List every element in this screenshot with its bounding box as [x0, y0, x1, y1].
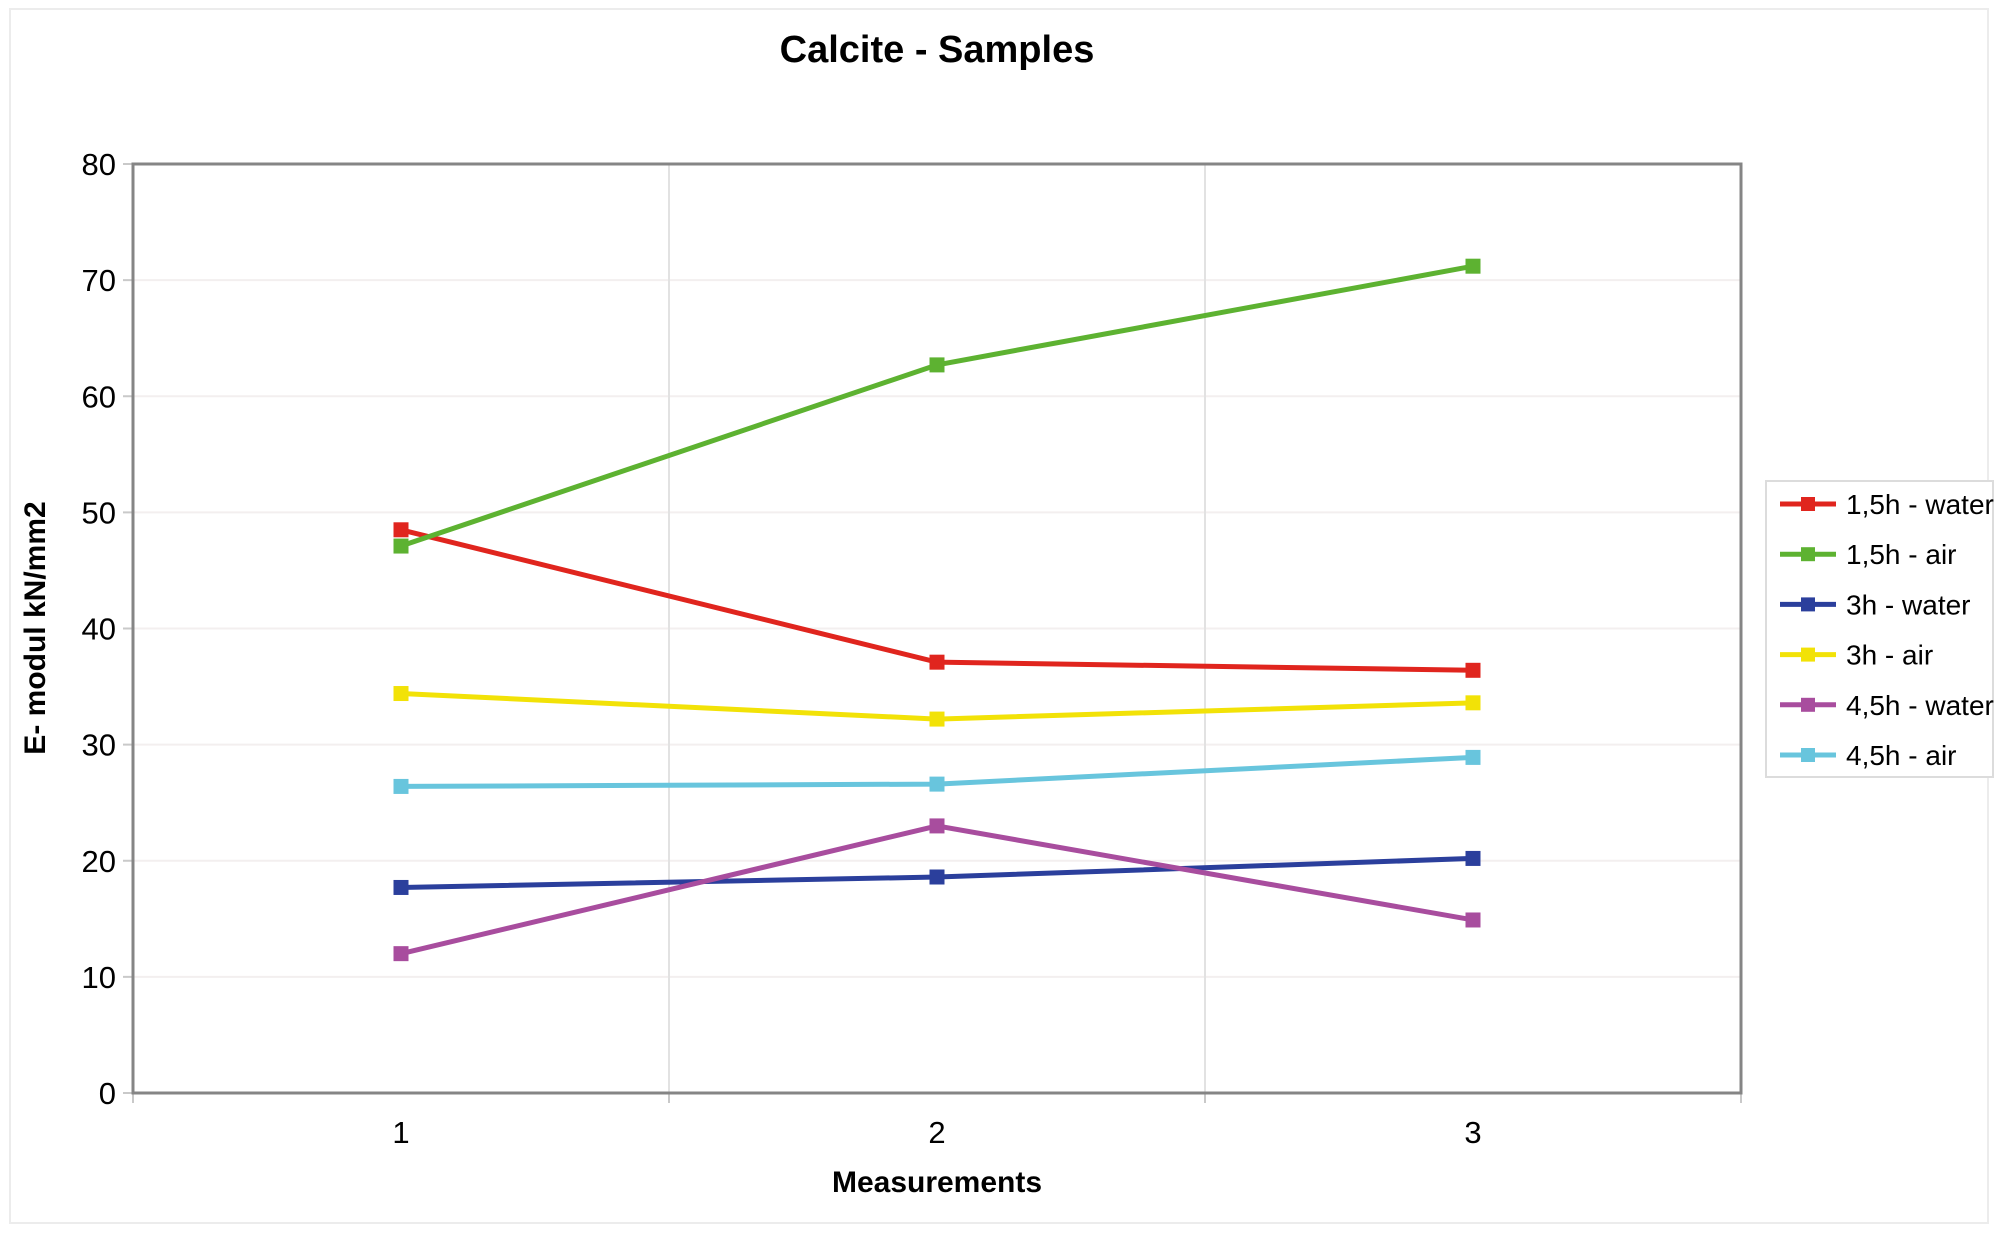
legend-label-4-5h-water: 4,5h - water — [1846, 690, 1994, 721]
series-marker-1-5h-water — [929, 654, 945, 670]
chart-title: Calcite - Samples — [780, 29, 1095, 71]
x-tick-label: 1 — [392, 1115, 409, 1150]
plot-area-border — [131, 162, 1743, 1095]
x-tick-label: 2 — [928, 1115, 945, 1150]
y-tick-label: 20 — [82, 844, 116, 879]
legend-swatch-4-5h-water — [1801, 697, 1815, 712]
series-marker-1-5h-water — [393, 522, 409, 538]
legend-swatch-3h-water — [1801, 597, 1815, 612]
y-tick-label: 50 — [82, 495, 116, 530]
y-axis-title: E- modul kN/mm2 — [19, 501, 52, 754]
series-marker-3h-water — [1465, 850, 1481, 866]
series-marker-1-5h-air — [393, 538, 409, 554]
legend-swatch-1-5h-water — [1801, 497, 1815, 511]
series-marker-3h-air — [393, 686, 409, 702]
series-marker-3h-water — [929, 869, 945, 885]
series-line-1-5h-air — [400, 263, 1474, 549]
series-line-4-5h-water — [400, 823, 1474, 957]
legend-swatch-1-5h-air — [1801, 547, 1815, 562]
x-tick-label: 3 — [1464, 1115, 1481, 1150]
legend-label-3h-air: 3h - air — [1846, 640, 1933, 671]
series-line-1-5h-water — [400, 527, 1474, 673]
legend-swatch-3h-air — [1801, 647, 1815, 662]
series-marker-3h-water — [393, 879, 409, 895]
y-tick-label: 60 — [82, 379, 116, 414]
y-tick-label: 0 — [99, 1076, 116, 1111]
series-marker-3h-air — [929, 711, 945, 727]
canvas-border — [9, 8, 1989, 1224]
series-marker-4-5h-water — [393, 946, 409, 962]
series-marker-4-5h-water — [1465, 912, 1481, 928]
series-marker-1-5h-air — [929, 357, 945, 373]
x-axis-title: Measurements — [832, 1166, 1042, 1199]
series-marker-4-5h-air — [929, 776, 945, 792]
legend-box — [1765, 480, 1994, 778]
y-tick-label: 40 — [82, 612, 116, 647]
legend-swatch-4-5h-air — [1801, 748, 1815, 762]
series-marker-3h-air — [1465, 695, 1481, 711]
legend-label-4-5h-air: 4,5h - air — [1846, 740, 1957, 771]
series-marker-1-5h-air — [1465, 258, 1481, 274]
y-tick-label: 10 — [82, 960, 116, 995]
legend-label-1-5h-water: 1,5h - water — [1846, 489, 1994, 520]
y-tick-label: 80 — [82, 147, 116, 182]
series-marker-1-5h-water — [1465, 662, 1481, 678]
series-marker-4-5h-air — [1465, 749, 1481, 765]
legend-label-1-5h-air: 1,5h - air — [1846, 539, 1957, 570]
y-tick-label: 70 — [82, 263, 116, 298]
series-marker-4-5h-water — [929, 818, 945, 834]
y-tick-label: 30 — [82, 728, 116, 763]
series-marker-4-5h-air — [393, 778, 409, 794]
legend-label-3h-water: 3h - water — [1846, 589, 1971, 620]
plot-area: 0 10 20 30 40 50 60 70 80 1 2 3 1,5h - water 1,5h - a… — [82, 147, 1994, 1150]
